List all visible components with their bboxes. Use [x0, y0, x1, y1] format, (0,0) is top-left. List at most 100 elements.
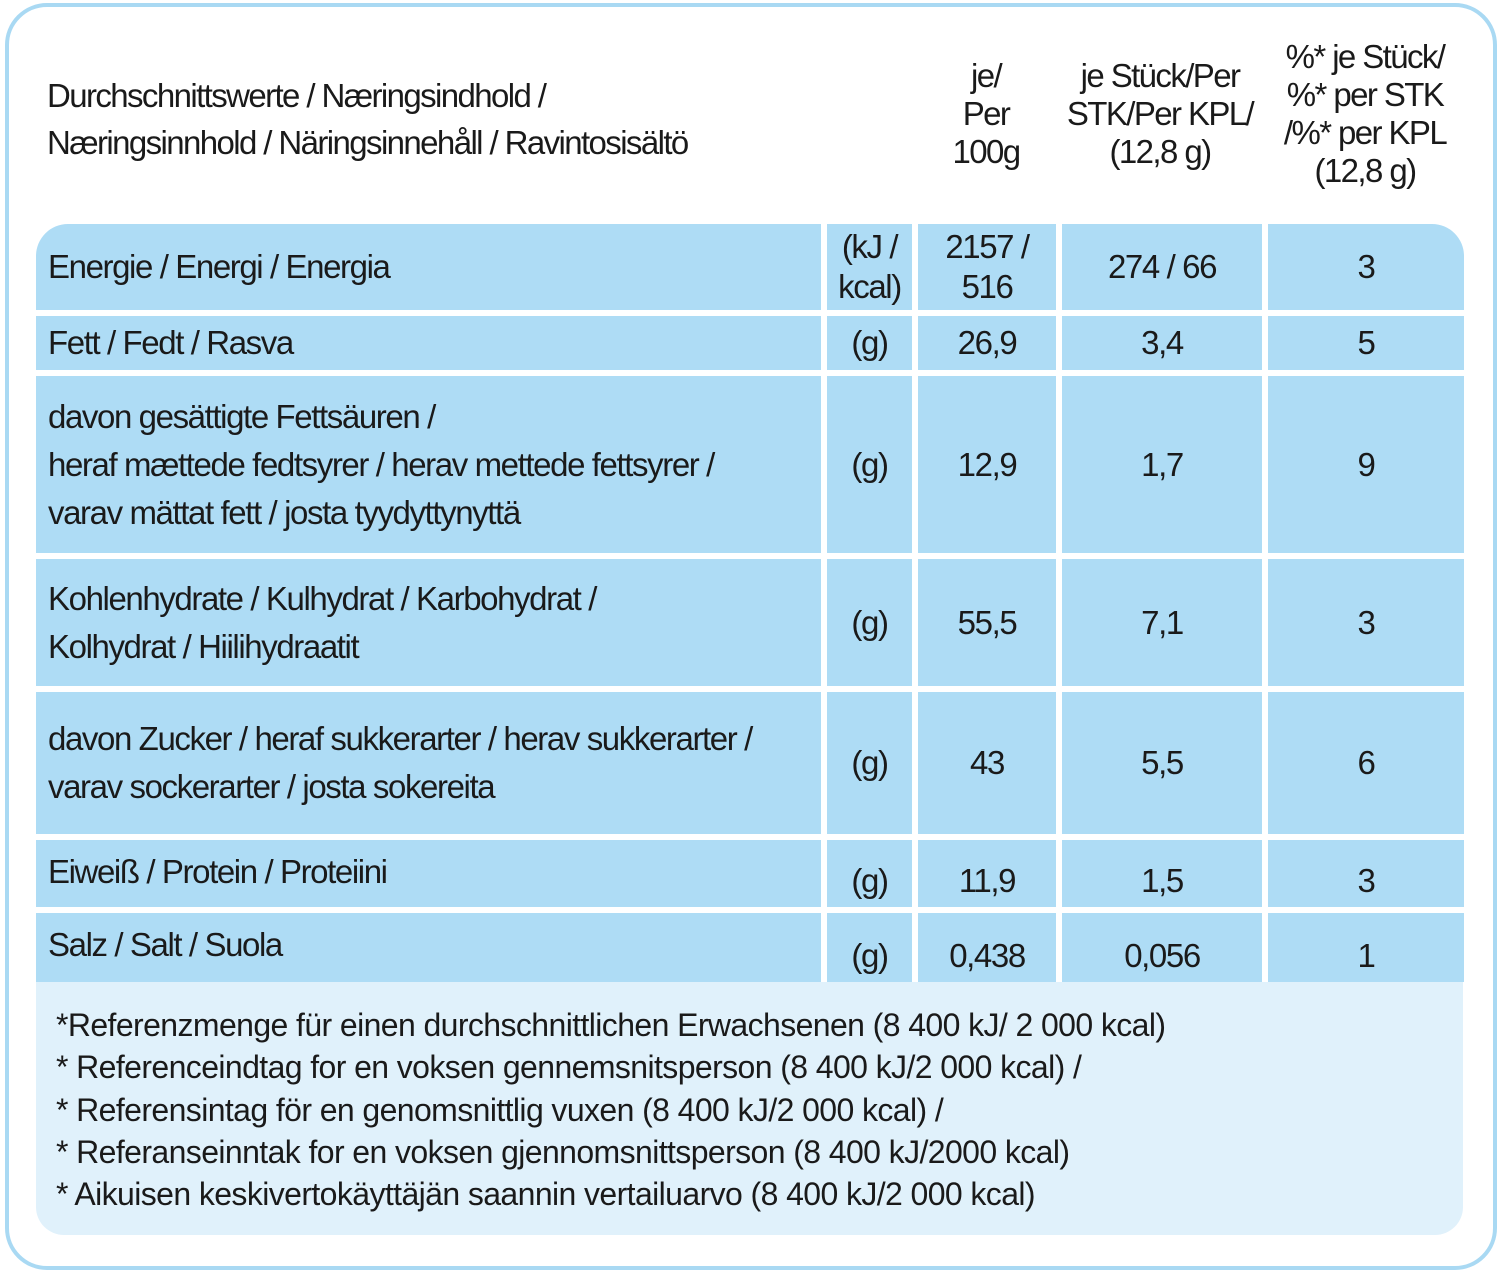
row-label: Energie / Energi / Energia — [36, 224, 821, 310]
row-percent-text: 1 — [1357, 937, 1376, 974]
row-unit: (g) — [827, 692, 912, 834]
row-per-100g-text: 12,9 — [957, 445, 1018, 483]
row-label-text: davon Zucker / heraf sukkerarter / herav… — [48, 720, 753, 757]
row-per-100g: 2157 /516 — [918, 224, 1056, 310]
row-unit: (g) — [827, 840, 912, 907]
footnote: * Referanseinntak for en voksen gjennoms… — [56, 1133, 1070, 1170]
header-line: %* je Stück/ — [1285, 38, 1446, 75]
row-per-100g-text: 2157 / — [945, 228, 1030, 265]
row-label: davon gesättigte Fettsäuren / heraf mætte… — [36, 376, 821, 553]
row-label: Salz / Salt / Suola — [36, 913, 821, 982]
row-per-piece: 274 / 66 — [1062, 224, 1262, 310]
row-unit-text: (g) — [851, 744, 889, 781]
row-percent-text: 5 — [1357, 324, 1376, 361]
row-label-text: Energie / Energi / Energia — [48, 248, 391, 285]
header-line: /%* per KPL — [1283, 114, 1448, 151]
row-per-piece: 7,1 — [1062, 559, 1262, 686]
row-per-piece: 0,056 — [1062, 913, 1262, 982]
row-per-piece-text: 1,5 — [1141, 862, 1184, 899]
row-percent-text: 3 — [1357, 862, 1376, 899]
row-unit-text: (kJ / — [841, 228, 899, 265]
row-percent: 5 — [1268, 316, 1464, 370]
row-percent: 1 — [1268, 913, 1464, 982]
footnotes: *Referenzmenge für einen durchschnittlic… — [36, 982, 1463, 1235]
footnote: *Referenzmenge für einen durchschnittlic… — [56, 1007, 1166, 1043]
row-per-piece-text: 7,1 — [1141, 603, 1184, 641]
row-percent-text: 3 — [1357, 248, 1376, 285]
row-unit-text: (g) — [851, 324, 889, 361]
header-line: %* per STK — [1286, 76, 1445, 113]
row-per-100g: 55,5 — [918, 559, 1056, 686]
row-per-piece: 3,4 — [1062, 316, 1262, 370]
row-unit-text: (g) — [851, 937, 889, 974]
row-label: davon Zucker / heraf sukkerarter / herav… — [36, 692, 821, 834]
title-line: Durchschnittswerte / Næringsindhold / — [47, 77, 547, 114]
header-line: STK/Per KPL/ — [1066, 95, 1255, 132]
label-frame — [5, 3, 1497, 1270]
row-per-100g: 12,9 — [918, 376, 1056, 553]
row-unit: (g) — [827, 316, 912, 370]
row-percent: 3 — [1268, 224, 1464, 310]
row-label: Kohlenhydrate / Kulhydrat / Karbohydrat … — [36, 559, 821, 686]
row-label-text: varav mättat fett / josta tyydyttynyttä — [48, 493, 521, 531]
header-line: (12,8 g) — [1314, 152, 1418, 189]
row-percent-text: 6 — [1357, 744, 1376, 781]
header-per-piece: je Stück/Per STK/Per KPL/ (12,8 g) — [1050, 57, 1270, 171]
footnote: * Referensintag för en genomsnittlig vux… — [56, 1091, 944, 1128]
row-per-piece: 1,7 — [1062, 376, 1262, 553]
row-label-text: Kolhydrat / Hiilihydraatit — [48, 627, 360, 665]
row-percent: 9 — [1268, 376, 1464, 553]
row-percent-text: 9 — [1357, 445, 1376, 483]
row-per-piece-text: 274 / 66 — [1107, 248, 1217, 285]
row-label-text: Fett / Fedt / Rasva — [48, 324, 294, 361]
row-per-100g-text: 55,5 — [957, 603, 1018, 641]
row-unit-text: kcal) — [838, 268, 902, 305]
row-per-100g: 11,9 — [918, 840, 1056, 907]
row-per-piece: 1,5 — [1062, 840, 1262, 907]
row-percent-text: 3 — [1357, 603, 1376, 641]
row-percent: 3 — [1268, 559, 1464, 686]
row-percent: 6 — [1268, 692, 1464, 834]
row-per-100g-text: 43 — [970, 744, 1005, 781]
row-per-100g-text: 26,9 — [957, 324, 1018, 361]
header-percent: %* je Stück/ %* per STK /%* per KPL (12,… — [1262, 38, 1468, 190]
row-per-100g: 43 — [918, 692, 1056, 834]
footnote: * Aikuisen keskivertokäyttäjän saannin v… — [56, 1176, 1036, 1213]
row-unit-text: (g) — [851, 445, 889, 483]
table-title: Durchschnittswerte / Næringsindhold / Næ… — [47, 72, 689, 166]
row-per-100g-text: 11,9 — [958, 862, 1017, 899]
header-line: Per — [962, 95, 1011, 132]
row-percent: 3 — [1268, 840, 1464, 907]
row-unit-text: (g) — [851, 862, 889, 899]
row-unit: (g) — [827, 913, 912, 982]
row-per-piece-text: 1,7 — [1141, 445, 1184, 483]
row-per-piece: 5,5 — [1062, 692, 1262, 834]
row-per-100g: 26,9 — [918, 316, 1056, 370]
row-unit-text: (g) — [851, 603, 889, 641]
row-label-text: Eiweiß / Protein / Proteiini — [48, 853, 388, 890]
row-unit: (g) — [827, 376, 912, 553]
row-per-100g-text: 0,438 — [949, 937, 1026, 974]
row-per-100g: 0,438 — [918, 913, 1056, 982]
row-per-piece-text: 5,5 — [1141, 744, 1184, 781]
row-per-piece-text: 0,056 — [1124, 937, 1201, 974]
title-line: Næringsinnhold / Näringsinnehåll / Ravin… — [47, 124, 689, 161]
row-unit: (kJ / kcal) — [827, 224, 912, 310]
header-line: je/ — [970, 57, 1003, 94]
row-unit: (g) — [827, 559, 912, 686]
header-per-100g: je/ Per 100g — [917, 57, 1055, 171]
row-label: Eiweiß / Protein / Proteiini — [36, 840, 821, 907]
row-label-text: varav sockerarter / josta sokereita — [48, 768, 496, 805]
row-label-text: heraf mættede fedtsyrer / herav mettede … — [48, 445, 715, 483]
row-label-text: Kohlenhydrate / Kulhydrat / Karbohydrat … — [48, 579, 597, 617]
row-per-100g-text: 516 — [961, 268, 1014, 305]
row-label-text: Salz / Salt / Suola — [48, 926, 283, 963]
header-line: (12,8 g) — [1109, 133, 1213, 170]
header-line: je Stück/Per — [1080, 57, 1241, 94]
row-per-piece-text: 3,4 — [1141, 324, 1184, 361]
header-line: 100g — [952, 133, 1021, 170]
footnote: * Referenceindtag for en voksen gennemsn… — [56, 1049, 1082, 1086]
row-label-text: davon gesättigte Fettsäuren / — [48, 397, 436, 435]
row-label: Fett / Fedt / Rasva — [36, 316, 821, 370]
nutrition-table: Energie / Energi / Energia (kJ / kcal) 2157… — [36, 224, 1464, 982]
